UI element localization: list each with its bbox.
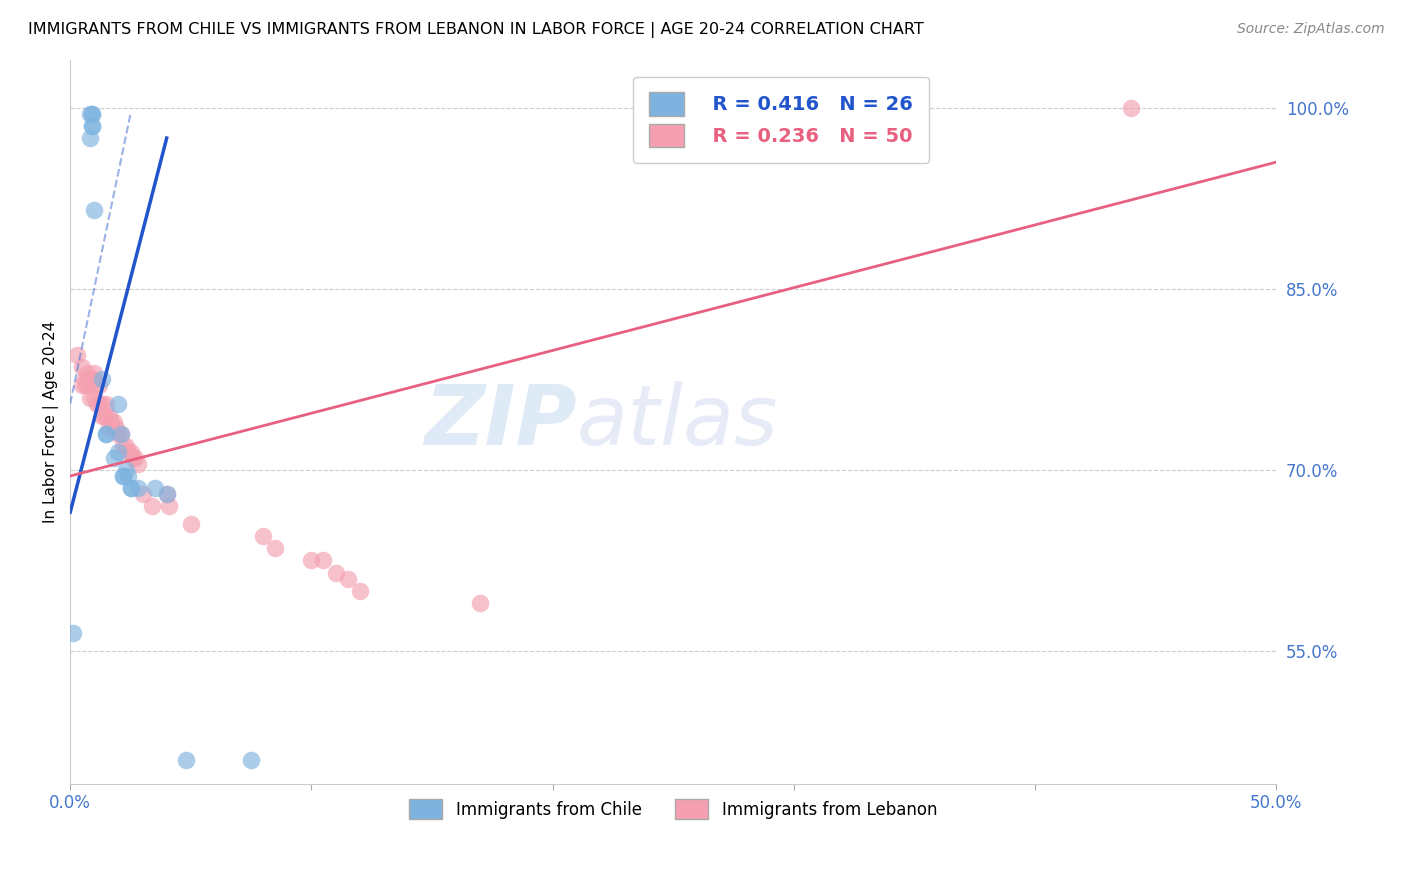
Point [112,469,135,483]
Point [240,753,263,767]
Point [66,348,89,362]
Point [107,396,129,410]
Text: IMMIGRANTS FROM CHILE VS IMMIGRANTS FROM LEBANON IN LABOR FORCE | AGE 20-24 CORR: IMMIGRANTS FROM CHILE VS IMMIGRANTS FROM… [28,22,924,38]
Point [72,378,94,392]
Point [110,426,132,441]
Point [86,396,108,410]
Point [156,487,179,501]
Point [1121,101,1143,115]
Point [103,415,125,429]
Point [299,553,322,567]
Point [76,367,98,381]
Point [90,409,112,423]
Point [62,625,84,640]
Point [96,409,118,423]
Point [157,499,180,513]
Point [312,553,335,567]
Point [112,469,135,483]
Point [72,360,94,375]
Point [83,391,105,405]
Point [143,481,166,495]
Point [96,426,118,441]
Legend: Immigrants from Chile, Immigrants from Lebanon: Immigrants from Chile, Immigrants from L… [402,792,943,826]
Point [470,596,492,610]
Point [80,372,103,386]
Point [120,481,142,495]
Point [80,378,103,392]
Point [336,572,359,586]
Point [90,396,112,410]
Point [79,131,101,145]
Point [124,450,146,465]
Point [110,426,132,441]
Text: atlas: atlas [576,381,779,462]
Point [80,107,103,121]
Text: ZIP: ZIP [425,381,576,462]
Point [180,517,202,532]
Point [89,396,111,410]
Point [114,439,136,453]
Point [112,439,135,453]
Point [131,487,153,501]
Point [127,481,149,495]
Point [96,426,118,441]
Point [80,119,103,133]
Point [349,583,371,598]
Point [103,450,125,465]
Point [76,378,98,392]
Point [79,372,101,386]
Point [114,463,136,477]
Point [120,445,142,459]
Text: Source: ZipAtlas.com: Source: ZipAtlas.com [1237,22,1385,37]
Point [73,378,96,392]
Point [100,415,122,429]
Point [141,499,163,513]
Point [80,119,103,133]
Point [97,420,120,434]
Point [325,566,347,580]
Point [122,450,145,465]
Point [105,420,128,434]
Point [79,107,101,121]
Y-axis label: In Labor Force | Age 20-24: In Labor Force | Age 20-24 [44,320,59,523]
Point [96,396,118,410]
Point [127,457,149,471]
Point [252,529,274,543]
Point [97,409,120,423]
Point [264,541,287,556]
Point [156,487,179,501]
Point [117,445,139,459]
Point [83,372,105,386]
Point [120,481,142,495]
Point [80,107,103,121]
Point [89,378,111,392]
Point [83,367,105,381]
Point [117,469,139,483]
Point [107,445,129,459]
Point [79,391,101,405]
Point [174,753,197,767]
Point [83,203,105,218]
Point [93,409,115,423]
Point [73,372,96,386]
Point [90,372,112,386]
Point [107,426,129,441]
